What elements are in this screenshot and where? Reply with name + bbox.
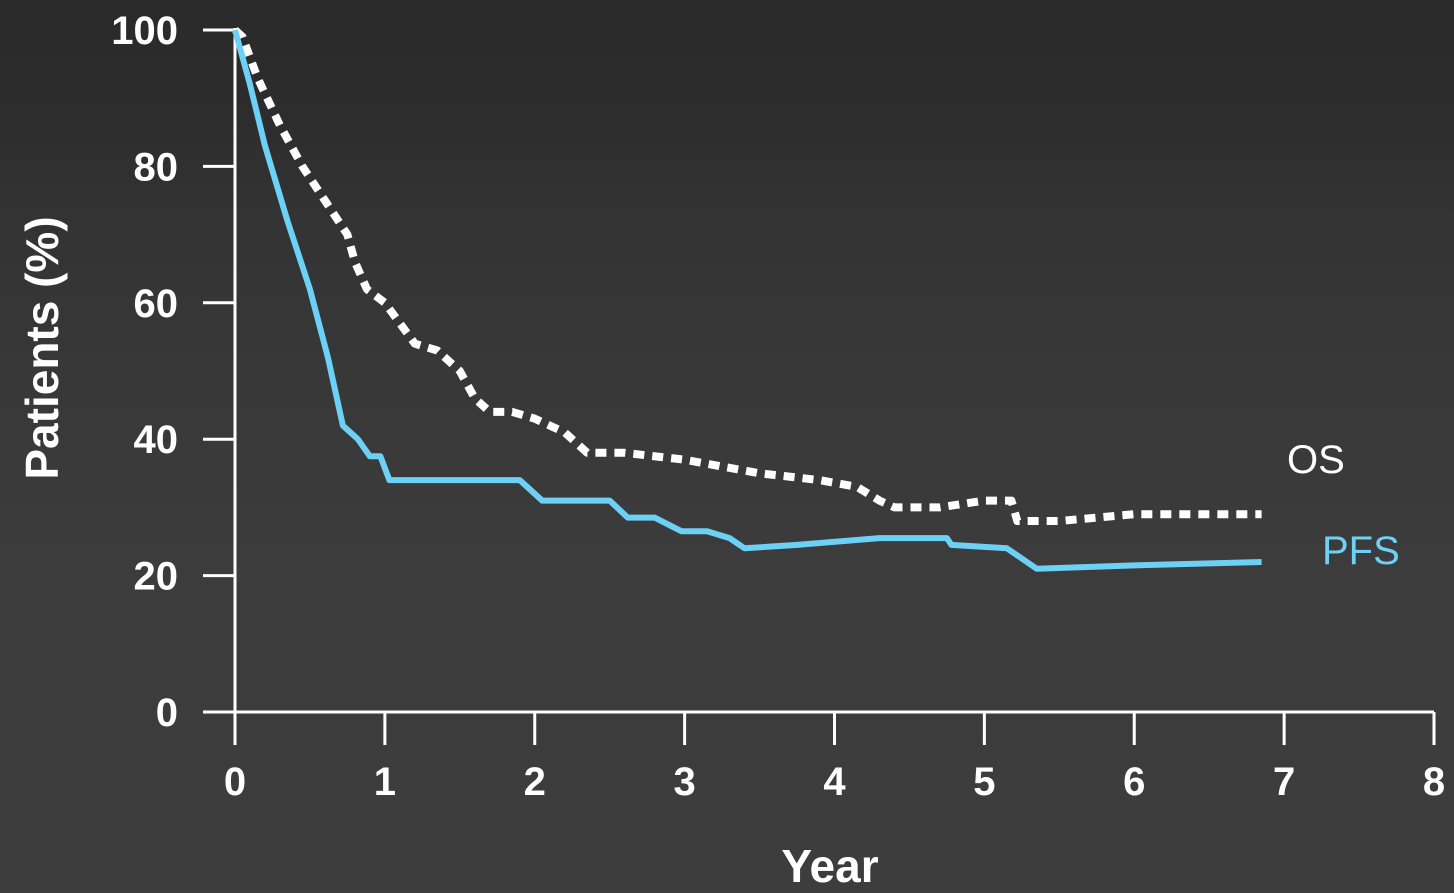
y-axis-ticks: 0 20 40 60 80 100 bbox=[111, 9, 235, 735]
series-layer bbox=[232, 27, 1262, 572]
series-line-os bbox=[232, 27, 1262, 525]
x-axis-title: Year bbox=[781, 840, 878, 892]
axes bbox=[203, 28, 1434, 745]
x-tick-label: 5 bbox=[973, 760, 995, 804]
x-tick-label: 4 bbox=[823, 760, 846, 804]
legend-os-label: OS bbox=[1287, 438, 1345, 482]
y-axis-title: Patients (%) bbox=[16, 216, 68, 479]
x-tick-label: 7 bbox=[1273, 760, 1295, 804]
x-tick-label: 0 bbox=[224, 760, 246, 804]
legend-pfs-label: PFS bbox=[1322, 529, 1400, 573]
x-tick-label: 6 bbox=[1123, 760, 1145, 804]
x-tick-label: 2 bbox=[524, 760, 546, 804]
y-tick-label: 100 bbox=[111, 9, 178, 53]
y-tick-label: 80 bbox=[134, 145, 179, 189]
x-tick-label: 3 bbox=[674, 760, 696, 804]
y-tick-label: 0 bbox=[156, 691, 178, 735]
y-tick-label: 60 bbox=[134, 282, 179, 326]
x-tick-label: 8 bbox=[1423, 760, 1445, 804]
x-axis-ticks: 0 1 2 3 4 5 6 7 8 bbox=[224, 712, 1445, 804]
x-tick-label: 1 bbox=[374, 760, 396, 804]
series-line-pfs bbox=[232, 29, 1262, 572]
y-tick-label: 20 bbox=[134, 555, 179, 599]
y-tick-label: 40 bbox=[134, 418, 179, 462]
